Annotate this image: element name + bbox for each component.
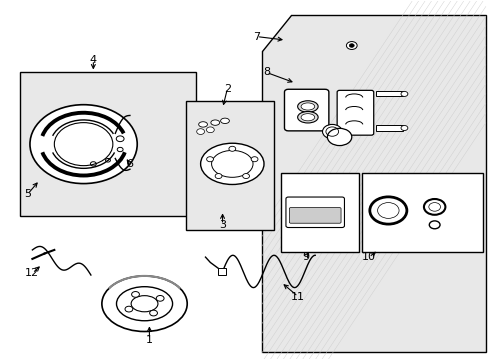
Circle shape [156,296,164,301]
Ellipse shape [30,105,137,184]
Text: 12: 12 [25,268,40,278]
Text: 8: 8 [263,67,269,77]
Circle shape [251,157,258,162]
Ellipse shape [297,112,318,123]
Circle shape [131,292,139,297]
Circle shape [228,146,235,151]
Bar [375,126,402,131]
Circle shape [400,126,407,131]
Bar [185,101,273,230]
Ellipse shape [198,122,207,127]
Text: 5: 5 [24,189,31,199]
Bar [361,173,483,252]
Circle shape [400,91,407,96]
Ellipse shape [301,114,314,121]
Circle shape [348,44,353,47]
Circle shape [346,41,356,49]
Circle shape [206,157,213,162]
FancyBboxPatch shape [284,89,328,131]
Text: 6: 6 [126,159,133,169]
Text: 10: 10 [361,252,375,262]
Ellipse shape [116,287,172,321]
Circle shape [125,306,133,312]
FancyBboxPatch shape [336,90,373,135]
Polygon shape [261,15,485,352]
Ellipse shape [297,101,318,112]
Circle shape [215,174,222,179]
Text: 1: 1 [145,334,153,345]
Ellipse shape [200,143,264,184]
Circle shape [242,174,249,179]
Ellipse shape [210,120,219,125]
Text: 4: 4 [90,55,97,65]
Text: 11: 11 [290,292,305,302]
Text: 3: 3 [219,220,225,230]
Bar [375,91,402,96]
FancyBboxPatch shape [285,197,344,228]
FancyBboxPatch shape [289,208,340,223]
Ellipse shape [322,125,341,139]
Text: 2: 2 [224,84,230,94]
Circle shape [206,127,214,133]
Ellipse shape [327,129,351,145]
Circle shape [196,129,204,134]
Circle shape [149,310,157,316]
Ellipse shape [301,103,314,110]
Bar [20,72,195,216]
Text: 7: 7 [253,32,260,41]
Bar [281,173,358,252]
Bar [217,268,226,275]
Ellipse shape [102,276,187,332]
Text: 9: 9 [301,252,308,262]
Ellipse shape [220,118,229,123]
